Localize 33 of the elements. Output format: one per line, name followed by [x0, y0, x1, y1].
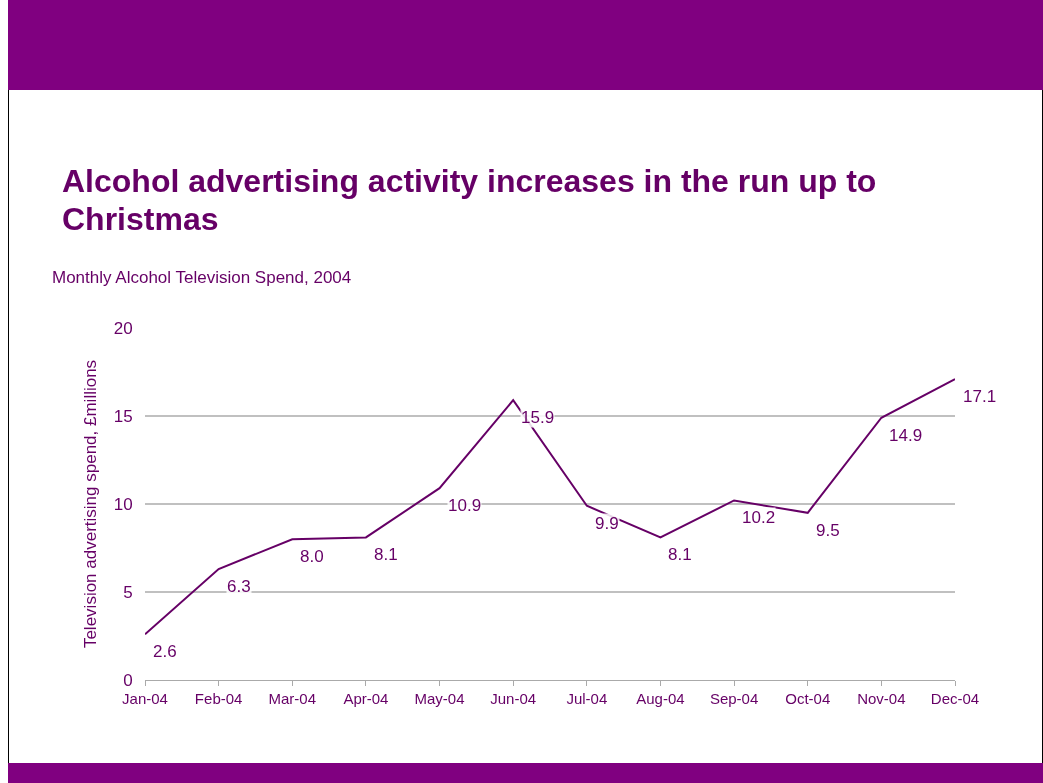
x-tick-label: Sep-04 — [709, 690, 759, 707]
x-tick-label: Jun-04 — [490, 690, 537, 707]
data-label: 9.9 — [595, 514, 619, 533]
data-label: 6.3 — [227, 577, 251, 596]
x-tick-label: Dec-04 — [930, 690, 980, 707]
x-tick-label: Jan-04 — [122, 690, 168, 707]
y-tick-label: 15 — [113, 406, 133, 426]
y-tick-label: 10 — [113, 494, 133, 514]
data-label: 17.1 — [963, 387, 997, 406]
x-tick-label: Jul-04 — [566, 690, 608, 707]
x-tick-label: Oct-04 — [785, 690, 831, 707]
line-series — [145, 378, 955, 636]
x-tick-label: Mar-04 — [268, 690, 317, 707]
y-tick-label: 0 — [123, 670, 133, 690]
data-label: 10.2 — [742, 508, 776, 527]
chart-title: Alcohol advertising activity increases in the run up to Christmas — [62, 162, 878, 238]
data-label: 9.5 — [816, 521, 840, 540]
x-tick-label: Nov-04 — [857, 690, 906, 707]
data-label: 2.6 — [153, 642, 177, 661]
data-label: 8.1 — [374, 545, 398, 564]
y-tick-label: 20 — [113, 318, 133, 338]
y-tick-label: 5 — [123, 582, 133, 602]
x-tick-label: Feb-04 — [194, 690, 243, 707]
data-label: 15.9 — [521, 408, 555, 427]
data-label: 14.9 — [889, 426, 923, 445]
y-axis-title: Television advertising spend, £millions — [81, 359, 101, 649]
chart-subtitle: Monthly Alcohol Television Spend, 2004 — [52, 268, 352, 288]
data-label: 8.1 — [668, 545, 692, 564]
x-tick-label: Apr-04 — [343, 690, 389, 707]
x-tick-label: Aug-04 — [636, 690, 685, 707]
x-tick-label: May-04 — [414, 690, 465, 707]
data-label: 8.0 — [300, 547, 324, 566]
data-label: 10.9 — [448, 496, 482, 515]
